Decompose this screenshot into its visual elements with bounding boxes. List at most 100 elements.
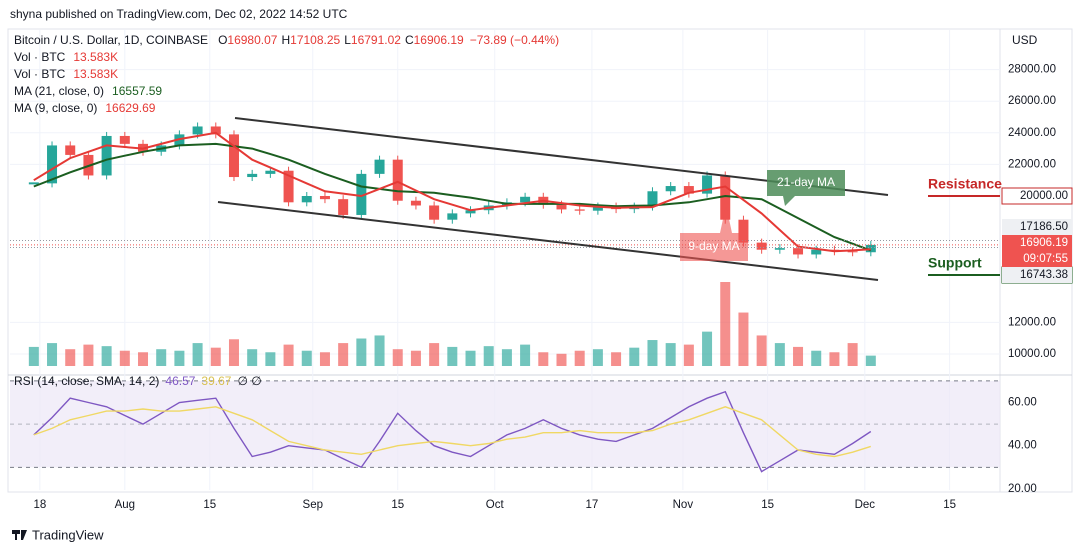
logo <box>12 530 27 540</box>
candle <box>101 135 112 176</box>
volume-bar <box>447 346 458 366</box>
volume-bar <box>811 350 822 366</box>
volume-bar <box>683 344 694 366</box>
volume-bar <box>65 349 76 366</box>
volume-bar <box>101 346 112 366</box>
price-tag-box <box>1002 267 1072 283</box>
volume-bar <box>702 331 713 366</box>
volume-bar <box>611 352 622 366</box>
candle <box>556 204 567 210</box>
ohlc-value: 16791.02 <box>351 33 401 47</box>
volume-bar <box>483 346 494 366</box>
vol-value: 13.583K <box>73 50 118 64</box>
candle <box>392 159 403 201</box>
x-tick-label: Nov <box>673 499 694 511</box>
volume-bar <box>356 338 367 366</box>
ma-value: 16629.69 <box>105 101 155 115</box>
ohlc-label: O <box>218 33 227 47</box>
x-tick-label: 18 <box>33 499 46 511</box>
volume-bar <box>338 343 349 366</box>
ohlc-label: C <box>405 33 414 47</box>
level-tag: 20000.00 <box>1020 190 1068 202</box>
rsi-tick-label: 60.00 <box>1008 397 1037 409</box>
x-tick-label: 15 <box>203 499 216 511</box>
candle <box>338 199 349 215</box>
volume-bar <box>247 349 258 366</box>
x-tick-label: 15 <box>391 499 404 511</box>
volume-bar <box>865 355 876 366</box>
candle <box>447 213 458 220</box>
rsi-tick-label: 40.00 <box>1008 440 1037 452</box>
ma9-bubble <box>680 205 748 261</box>
price-tag-box <box>1002 219 1072 235</box>
ohlc-label: H <box>281 33 290 47</box>
candle <box>793 248 804 255</box>
x-tick-label: Oct <box>486 499 505 511</box>
rsi-line <box>33 406 872 458</box>
candle <box>210 126 221 135</box>
volume-bar <box>429 343 440 366</box>
volume-bar <box>520 344 531 366</box>
vol-value: 13.583K <box>73 67 118 81</box>
volume-bar <box>374 335 385 366</box>
candle <box>647 191 658 207</box>
volume-bar <box>265 352 276 366</box>
candle <box>65 145 76 155</box>
candle <box>319 195 330 200</box>
countdown: 09:07:55 <box>1023 253 1068 265</box>
y-tick-label: 26000.00 <box>1008 95 1056 107</box>
candle <box>520 196 531 203</box>
legend-symbol: Bitcoin / U.S. Dollar, 1D, COINBASE O1698… <box>14 33 559 47</box>
ma-name: MA (21, close, 0) <box>14 84 104 98</box>
candle <box>301 195 312 203</box>
y-tick-label: 12000.00 <box>1008 316 1056 328</box>
volume-bar <box>283 344 294 366</box>
candle <box>265 170 276 174</box>
volume-bar <box>629 347 640 366</box>
volume-bar <box>119 350 130 366</box>
volume-bar <box>465 350 476 366</box>
y-tick-label: 22000.00 <box>1008 158 1056 170</box>
y-tick-label: 10000.00 <box>1008 348 1056 360</box>
channel-lower <box>217 201 879 281</box>
volume-bar <box>847 343 858 366</box>
candle <box>865 244 876 253</box>
candle <box>774 248 785 250</box>
candle <box>592 206 603 211</box>
volume-bar <box>501 349 512 366</box>
level-label: Resistance <box>928 176 1002 192</box>
volume-bar <box>47 343 58 366</box>
x-tick-label: Aug <box>115 499 135 511</box>
volume-bar <box>556 353 567 366</box>
level-tag-box <box>1001 187 1073 205</box>
price-tag: 17186.50 <box>1020 221 1068 233</box>
ohlc-value: 16980.07 <box>227 33 277 47</box>
legend-ma21: MA (21, close, 0) 16557.59 <box>14 84 162 98</box>
candle <box>720 175 731 220</box>
ohlc-label: L <box>344 33 351 47</box>
volume-bar <box>756 335 767 366</box>
candle <box>683 186 694 194</box>
candle <box>228 134 239 178</box>
volume-bar <box>829 352 840 366</box>
ma21-bubble <box>767 170 845 206</box>
footer: TradingView <box>32 527 104 542</box>
candle <box>119 135 130 144</box>
volume-bar <box>774 343 785 366</box>
volume-bar <box>192 343 203 366</box>
ma9-note: 9-day MA <box>688 239 739 253</box>
volume-bar <box>410 350 421 366</box>
legend-vol: Vol · BTC 13.583K <box>14 50 118 64</box>
volume-bar <box>210 347 221 366</box>
volume-bar <box>793 346 804 366</box>
rsi-value: 46.57 <box>165 374 195 388</box>
volume-bar <box>83 344 94 366</box>
ohlc-value: 16906.19 <box>414 33 464 47</box>
price-tag-box <box>1002 235 1072 267</box>
symbol: Bitcoin / U.S. Dollar, 1D, COINBASE <box>14 33 208 47</box>
vol-name: Vol · BTC <box>14 67 66 81</box>
candle <box>283 170 294 203</box>
candle <box>574 209 585 211</box>
